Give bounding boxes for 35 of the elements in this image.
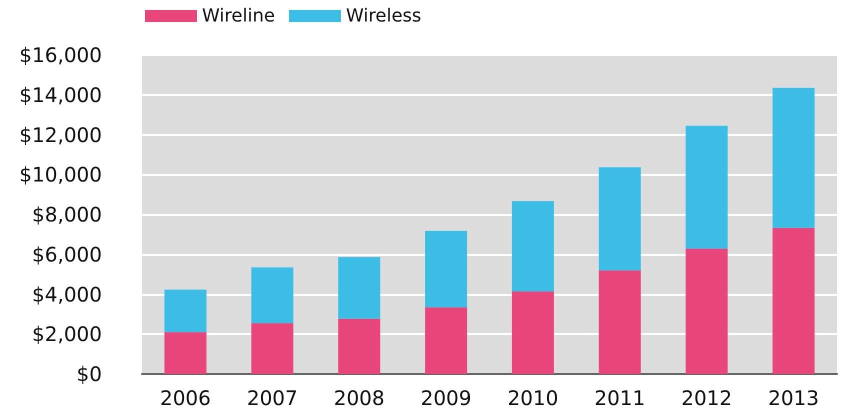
x-tick-label: 2006 — [160, 386, 211, 410]
bar — [425, 230, 468, 308]
bar — [251, 267, 294, 324]
x-tick-label: 2009 — [420, 386, 472, 410]
y-tick-label: $4,000 — [32, 282, 102, 306]
y-tick-label: $8,000 — [32, 202, 102, 226]
x-tick-label: 2011 — [594, 386, 646, 410]
bar — [338, 318, 380, 374]
bar — [772, 88, 815, 228]
bar — [512, 291, 554, 374]
bar — [338, 257, 380, 319]
x-tick-label: 2013 — [768, 386, 820, 410]
x-tick-label: 2007 — [246, 386, 298, 410]
bar — [772, 228, 815, 374]
bar — [686, 126, 728, 249]
x-tick-label: 2010 — [507, 386, 558, 410]
y-tick-label: $14,000 — [19, 82, 102, 107]
bar — [598, 167, 641, 270]
y-tick-label: $0 — [76, 362, 102, 386]
bar — [164, 290, 206, 332]
legend-label: Wireline — [202, 6, 275, 26]
x-tick-label: 2008 — [334, 386, 385, 410]
y-tick-label: $2,000 — [32, 322, 102, 346]
legend-label: Wireless — [346, 6, 422, 26]
y-tick-label: $16,000 — [19, 43, 102, 67]
y-tick-label: $10,000 — [19, 162, 102, 187]
y-tick-label: $12,000 — [19, 122, 102, 147]
y-tick-label: $6,000 — [32, 242, 102, 266]
bar — [425, 307, 468, 374]
x-tick-label: 2012 — [681, 386, 732, 410]
bar — [164, 332, 206, 374]
bar — [512, 201, 554, 292]
bar — [686, 248, 728, 374]
bar — [598, 270, 641, 374]
bar — [251, 323, 294, 374]
